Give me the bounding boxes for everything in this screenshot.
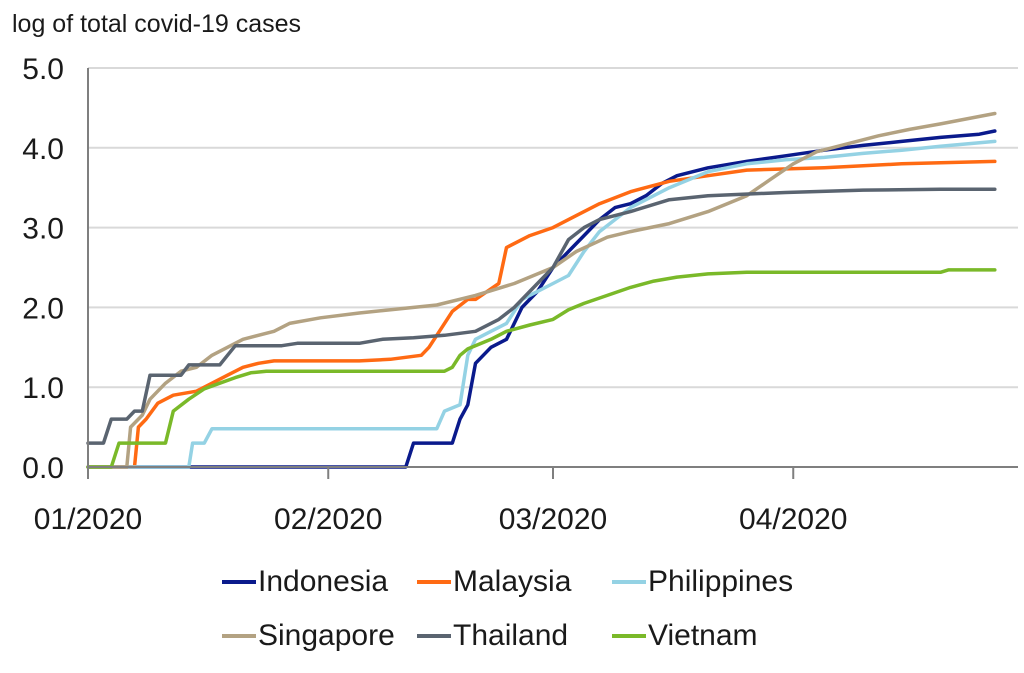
x-axis: 01/2020 02/2020 03/2020 04/2020 <box>34 68 1018 536</box>
y-tick-label: 4.0 <box>22 133 64 166</box>
legend-item-thailand[interactable]: Thailand <box>417 619 568 653</box>
y-tick-label: 5.0 <box>22 53 64 86</box>
y-tick-label: 2.0 <box>22 292 64 325</box>
x-tick-label: 04/2020 <box>739 503 847 536</box>
legend-item-philippines[interactable]: Philippines <box>612 565 793 599</box>
series-line-singapore <box>86 111 997 469</box>
series-lines <box>86 111 997 469</box>
y-tick-label: 1.0 <box>22 372 64 405</box>
series-line-vietnam <box>86 268 997 469</box>
legend-label-singapore: Singapore <box>258 619 395 652</box>
x-tick-label: 01/2020 <box>34 503 142 536</box>
legend-swatch-vietnam <box>612 634 646 638</box>
legend-swatch-indonesia <box>222 580 256 584</box>
legend-swatch-thailand <box>417 634 451 638</box>
y-axis-ticks: 0.0 1.0 2.0 3.0 4.0 5.0 <box>22 53 64 485</box>
x-tick-label: 02/2020 <box>274 503 382 536</box>
legend-swatch-philippines <box>612 580 646 584</box>
legend-label-vietnam: Vietnam <box>648 619 758 652</box>
legend-swatch-singapore <box>222 634 256 638</box>
series-line-indonesia <box>86 129 997 469</box>
y-tick-label: 0.0 <box>22 452 64 485</box>
legend-item-malaysia[interactable]: Malaysia <box>417 565 571 599</box>
legend-item-indonesia[interactable]: Indonesia <box>222 565 388 599</box>
legend-label-indonesia: Indonesia <box>258 565 389 598</box>
legend-label-philippines: Philippines <box>648 565 794 598</box>
y-tick-label: 3.0 <box>22 213 64 246</box>
legend-swatch-malaysia <box>417 580 451 584</box>
series-line-malaysia <box>86 159 997 469</box>
y-axis-label: log of total covid-19 cases <box>12 10 302 38</box>
x-tick-label: 03/2020 <box>499 503 607 536</box>
series-line-thailand <box>86 187 997 445</box>
legend-item-vietnam[interactable]: Vietnam <box>612 619 758 653</box>
legend-label-thailand: Thailand <box>453 619 569 652</box>
legend-item-singapore[interactable]: Singapore <box>222 619 395 653</box>
legend-label-malaysia: Malaysia <box>453 565 572 598</box>
